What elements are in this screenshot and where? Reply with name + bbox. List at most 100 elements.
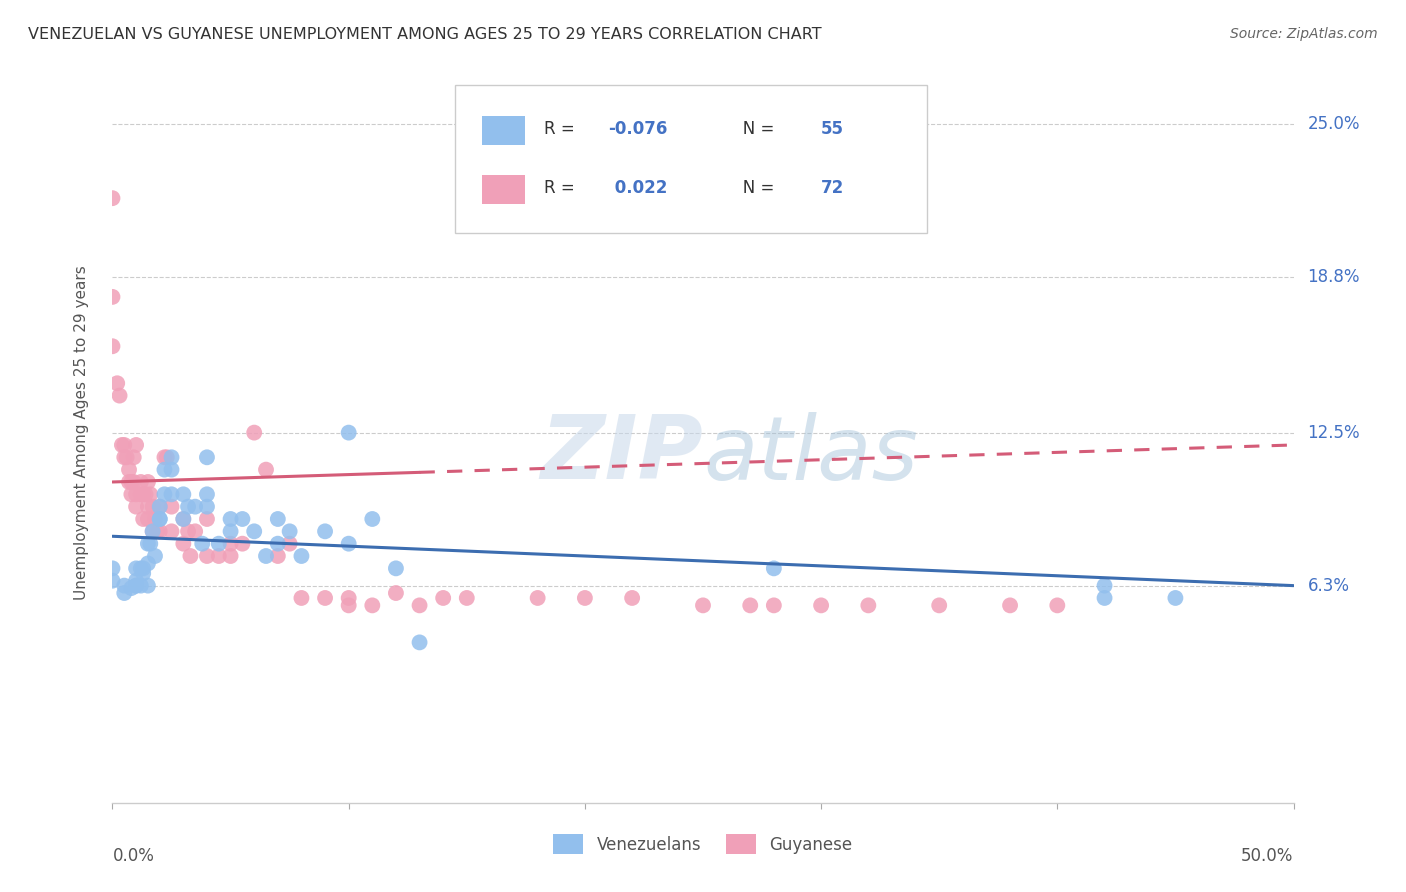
Point <box>112 586 135 600</box>
Text: 55: 55 <box>821 120 844 138</box>
Point <box>136 579 159 593</box>
Text: 0.0%: 0.0% <box>112 847 155 865</box>
Point <box>195 500 218 514</box>
Point <box>219 549 242 563</box>
Point <box>112 450 135 465</box>
Point <box>143 549 166 563</box>
Point <box>146 524 169 539</box>
Point <box>135 487 157 501</box>
Point <box>385 586 408 600</box>
Point <box>160 450 183 465</box>
Point <box>132 487 155 501</box>
FancyBboxPatch shape <box>456 85 928 233</box>
Point <box>132 566 155 581</box>
Point <box>101 290 124 304</box>
Point <box>149 524 172 539</box>
Point <box>740 599 762 613</box>
Point <box>142 500 165 514</box>
Point <box>692 599 714 613</box>
Point <box>195 549 218 563</box>
Point <box>290 591 312 605</box>
Point <box>385 561 408 575</box>
Point <box>1094 579 1116 593</box>
Point <box>160 524 183 539</box>
Point <box>160 500 183 514</box>
Text: Source: ZipAtlas.com: Source: ZipAtlas.com <box>1230 27 1378 41</box>
Point <box>149 500 172 514</box>
Point <box>153 462 176 476</box>
Point <box>267 512 290 526</box>
Point <box>278 536 301 550</box>
Point <box>149 512 172 526</box>
Point <box>142 524 165 539</box>
Point <box>125 561 148 575</box>
Point <box>153 450 176 465</box>
Text: 72: 72 <box>821 179 845 197</box>
Point <box>195 512 218 526</box>
Point <box>129 561 152 575</box>
Point <box>172 536 194 550</box>
Text: R =: R = <box>544 179 579 197</box>
Point <box>621 591 644 605</box>
Point <box>108 389 131 403</box>
Point <box>243 425 266 440</box>
Point <box>112 438 135 452</box>
Point <box>998 599 1021 613</box>
Point <box>184 500 207 514</box>
Point <box>125 500 148 514</box>
Point <box>139 536 162 550</box>
Text: atlas: atlas <box>703 412 918 498</box>
Point <box>149 500 172 514</box>
Point <box>172 512 194 526</box>
Text: 6.3%: 6.3% <box>1308 576 1350 595</box>
Point <box>129 487 152 501</box>
Point <box>195 450 218 465</box>
Point <box>219 524 242 539</box>
Point <box>136 500 159 514</box>
Text: 12.5%: 12.5% <box>1308 424 1360 442</box>
Point <box>120 581 142 595</box>
Point <box>101 574 124 588</box>
Text: R =: R = <box>544 120 579 138</box>
Point <box>337 599 360 613</box>
Point <box>118 475 141 489</box>
Point <box>1164 591 1187 605</box>
Point <box>129 579 152 593</box>
Point <box>142 524 165 539</box>
Text: N =: N = <box>727 179 779 197</box>
Point <box>115 450 138 465</box>
Point <box>195 487 218 501</box>
Point <box>208 549 231 563</box>
Point <box>101 339 124 353</box>
Point <box>125 574 148 588</box>
Text: 18.8%: 18.8% <box>1308 268 1360 286</box>
Point <box>143 512 166 526</box>
Point <box>219 512 242 526</box>
Point <box>432 591 454 605</box>
Point <box>149 512 172 526</box>
Point <box>526 591 548 605</box>
Point <box>191 536 214 550</box>
Text: 50.0%: 50.0% <box>1241 847 1294 865</box>
Point <box>290 549 312 563</box>
Point <box>172 512 194 526</box>
Point <box>101 191 124 205</box>
Point <box>267 549 290 563</box>
Text: N =: N = <box>727 120 779 138</box>
Point <box>136 557 159 571</box>
Point <box>129 475 152 489</box>
Point <box>858 599 880 613</box>
Point <box>810 599 832 613</box>
Point <box>139 487 162 501</box>
Point <box>574 591 596 605</box>
Text: ZIP: ZIP <box>540 411 703 499</box>
Point <box>101 561 124 575</box>
Y-axis label: Unemployment Among Ages 25 to 29 years: Unemployment Among Ages 25 to 29 years <box>75 265 89 600</box>
Legend: Venezuelans, Guyanese: Venezuelans, Guyanese <box>547 828 859 861</box>
Point <box>361 599 384 613</box>
Point <box>118 462 141 476</box>
Point <box>132 512 155 526</box>
Point <box>132 561 155 575</box>
Point <box>231 512 253 526</box>
Point <box>177 524 200 539</box>
